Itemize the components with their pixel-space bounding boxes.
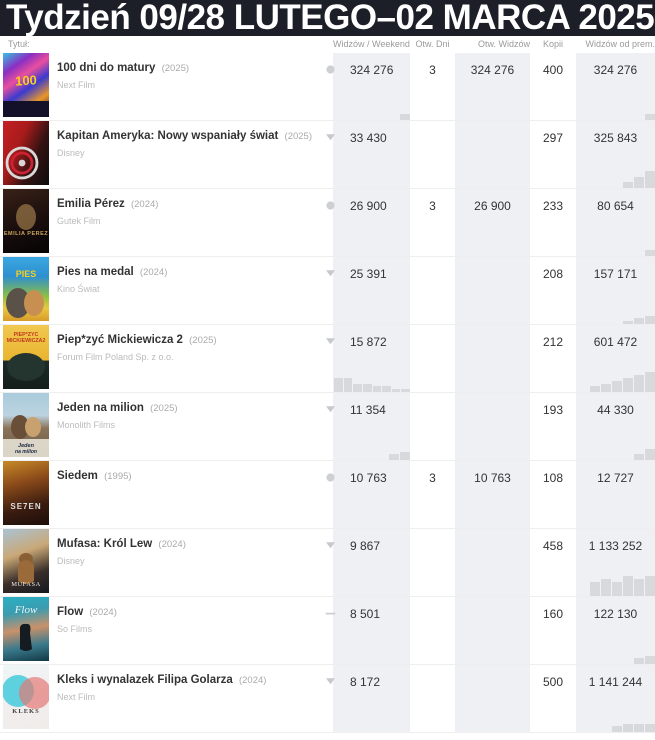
svg-text:MICKIEWICZA2: MICKIEWICZA2	[7, 338, 46, 344]
svg-text:EMILIA PEREZ: EMILIA PEREZ	[4, 231, 48, 237]
svg-text:MUFASA: MUFASA	[11, 581, 41, 588]
svg-text:SE7EN: SE7EN	[10, 502, 41, 511]
svg-text:PIES: PIES	[16, 269, 37, 279]
svg-text:KLEKS: KLEKS	[12, 708, 39, 715]
svg-text:100: 100	[15, 72, 37, 88]
svg-text:na milion: na milion	[15, 449, 37, 455]
svg-text:Flow: Flow	[14, 604, 38, 616]
